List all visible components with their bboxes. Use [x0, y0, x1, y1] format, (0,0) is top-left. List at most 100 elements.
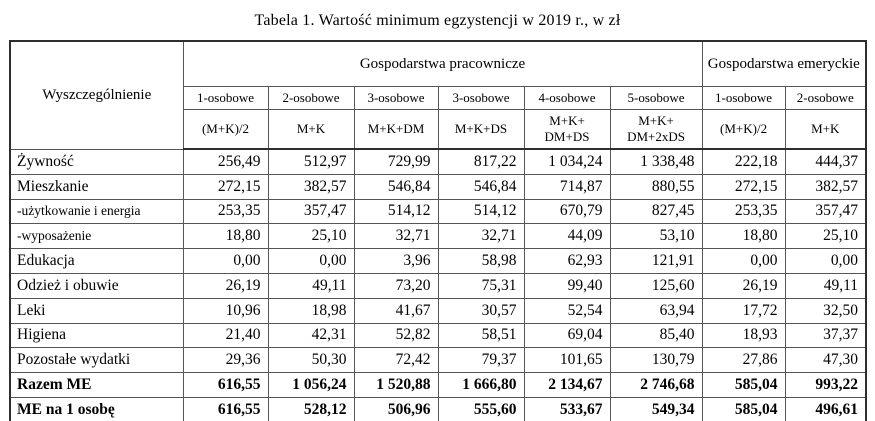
composition-header: M+K — [784, 109, 867, 150]
value-cell: 130,79 — [609, 347, 703, 374]
value-cell: 256,49 — [182, 148, 269, 175]
value-cell: 99,40 — [523, 272, 611, 299]
value-cell: 670,79 — [523, 198, 611, 225]
table-row: Higiena 21,40 42,31 52,82 58,51 69,04 85… — [9, 322, 867, 349]
value-cell: 533,67 — [523, 396, 611, 421]
value-cell: 272,15 — [701, 173, 786, 200]
value-cell: 1 520,88 — [353, 372, 439, 398]
size-header: 1-osobowe — [182, 86, 269, 110]
value-cell: 2 746,68 — [609, 372, 703, 398]
composition-header: M+K+DM — [353, 109, 439, 150]
value-cell: 49,11 — [784, 272, 867, 299]
value-cell: 52,82 — [353, 322, 439, 349]
minimum-egzystencji-table: Wyszczególnienie Gospodarstwa pracownicz… — [9, 40, 868, 421]
value-cell: 75,31 — [437, 272, 525, 299]
value-cell: 72,42 — [353, 347, 439, 374]
row-label: Higiena — [9, 322, 184, 349]
value-cell: 253,35 — [701, 198, 786, 225]
table-row: -wyposażenie 18,80 25,10 32,71 32,71 44,… — [9, 223, 867, 250]
table-row: Odzież i obuwie 26,19 49,11 73,20 75,31 … — [9, 272, 867, 299]
value-cell: 616,55 — [182, 372, 269, 398]
row-label: -użytkowanie i energia — [9, 198, 184, 225]
value-cell: 17,72 — [701, 297, 786, 324]
value-cell: 10,96 — [182, 297, 269, 324]
value-cell: 528,12 — [267, 396, 355, 421]
row-label: Żywność — [9, 148, 184, 175]
value-cell: 3,96 — [353, 248, 439, 274]
table-row: Edukacja 0,00 0,00 3,96 58,98 62,93 121,… — [9, 248, 867, 274]
value-cell: 0,00 — [267, 248, 355, 274]
value-cell: 125,60 — [609, 272, 703, 299]
row-label: Edukacja — [9, 248, 184, 274]
value-cell: 546,84 — [437, 173, 525, 200]
value-cell: 382,57 — [267, 173, 355, 200]
row-label: Pozostałe wydatki — [9, 347, 184, 374]
value-cell: 58,51 — [437, 322, 525, 349]
size-header: 3-osobowe — [353, 86, 439, 110]
value-cell: 616,55 — [182, 396, 269, 421]
value-cell: 62,93 — [523, 248, 611, 274]
value-cell: 1 666,80 — [437, 372, 525, 398]
row-label: ME na 1 osobę — [9, 396, 184, 421]
group-header-emeryckie: Gospodarstwa emeryckie — [701, 40, 867, 87]
value-cell: 496,61 — [784, 396, 867, 421]
value-cell: 817,22 — [437, 148, 525, 175]
size-header: 2-osobowe — [267, 86, 355, 110]
value-cell: 44,09 — [523, 223, 611, 250]
row-label: -wyposażenie — [9, 223, 184, 250]
value-cell: 18,93 — [701, 322, 786, 349]
value-cell: 85,40 — [609, 322, 703, 349]
value-cell: 585,04 — [701, 372, 786, 398]
value-cell: 58,98 — [437, 248, 525, 274]
value-cell: 1 338,48 — [609, 148, 703, 175]
value-cell: 63,94 — [609, 297, 703, 324]
value-cell: 2 134,67 — [523, 372, 611, 398]
value-cell: 79,37 — [437, 347, 525, 374]
value-cell: 357,47 — [784, 198, 867, 225]
value-cell: 32,71 — [437, 223, 525, 250]
row-label: Odzież i obuwie — [9, 272, 184, 299]
value-cell: 30,57 — [437, 297, 525, 324]
composition-header: M+K+ DM+DS — [523, 109, 611, 150]
value-cell: 52,54 — [523, 297, 611, 324]
value-cell: 37,37 — [784, 322, 867, 349]
value-cell: 514,12 — [437, 198, 525, 225]
table-title: Tabela 1. Wartość minimum egzystencji w … — [254, 12, 621, 29]
table-row: Leki 10,96 18,98 41,67 30,57 52,54 63,94… — [9, 297, 867, 324]
value-cell: 880,55 — [609, 173, 703, 200]
composition-header: M+K+ DM+2xDS — [609, 109, 703, 150]
table-row-total: Razem ME 616,55 1 056,24 1 520,88 1 666,… — [9, 372, 867, 398]
value-cell: 18,80 — [182, 223, 269, 250]
composition-header: (M+K)/2 — [701, 109, 786, 150]
value-cell: 444,37 — [784, 148, 867, 175]
value-cell: 49,11 — [267, 272, 355, 299]
size-header: 5-osobowe — [609, 86, 703, 110]
value-cell: 514,12 — [353, 198, 439, 225]
value-cell: 50,30 — [267, 347, 355, 374]
value-cell: 47,30 — [784, 347, 867, 374]
value-cell: 546,84 — [353, 173, 439, 200]
value-cell: 512,97 — [267, 148, 355, 175]
value-cell: 25,10 — [267, 223, 355, 250]
value-cell: 272,15 — [182, 173, 269, 200]
value-cell: 729,99 — [353, 148, 439, 175]
value-cell: 253,35 — [182, 198, 269, 225]
value-cell: 53,10 — [609, 223, 703, 250]
value-cell: 549,34 — [609, 396, 703, 421]
composition-header: M+K+DS — [437, 109, 525, 150]
value-cell: 26,19 — [701, 272, 786, 299]
row-label: Razem ME — [9, 372, 184, 398]
size-header: 3-osobowe — [437, 86, 525, 110]
value-cell: 121,91 — [609, 248, 703, 274]
value-cell: 32,71 — [353, 223, 439, 250]
corner-header: Wyszczególnienie — [9, 40, 184, 150]
size-header-row: 1-osobowe 2-osobowe 3-osobowe 3-osobowe … — [10, 86, 867, 110]
value-cell: 25,10 — [784, 223, 867, 250]
value-cell: 69,04 — [523, 322, 611, 349]
value-cell: 32,50 — [784, 297, 867, 324]
composition-header: (M+K)/2 — [182, 109, 269, 150]
size-header: 1-osobowe — [701, 86, 786, 110]
value-cell: 0,00 — [182, 248, 269, 274]
value-cell: 18,80 — [701, 223, 786, 250]
